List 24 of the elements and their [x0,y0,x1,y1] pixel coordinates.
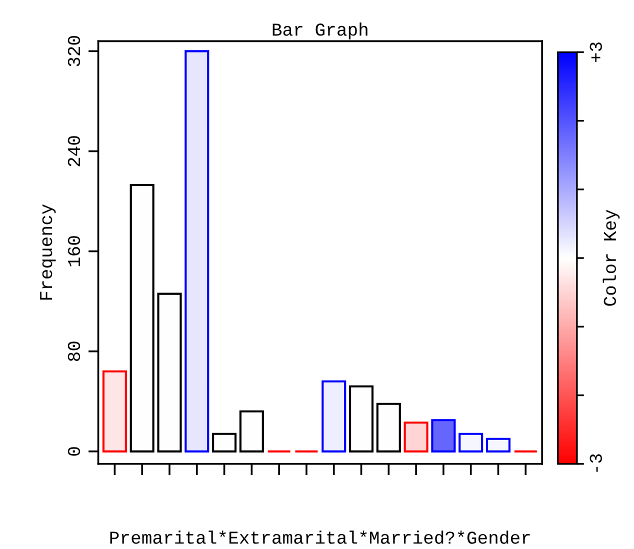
bar [130,184,154,452]
bar [376,402,401,452]
bar [431,419,456,452]
bar [157,292,182,452]
bar [239,410,264,452]
bar [348,385,374,452]
y-tick-label: 80 [68,342,80,362]
chart-title: Bar Graph [272,22,368,40]
y-axis-title: Frequency [40,204,56,300]
bar [458,432,484,452]
bar [184,50,210,452]
y-tick-label: 320 [68,36,80,66]
bar [212,432,237,452]
y-tick-label: 160 [68,236,80,266]
color-bar-title: Color Key [602,210,620,306]
y-tick-label: 0 [68,447,80,456]
color-bar-label: -3 [590,454,602,472]
color-bar-label: +3 [590,42,602,62]
bar [486,438,511,452]
bar [322,380,346,452]
bar [102,370,127,452]
bar [404,422,428,452]
y-tick-label: 240 [68,136,80,166]
x-axis-title: Premarital*Extramarital*Married?*Gender [110,530,530,544]
